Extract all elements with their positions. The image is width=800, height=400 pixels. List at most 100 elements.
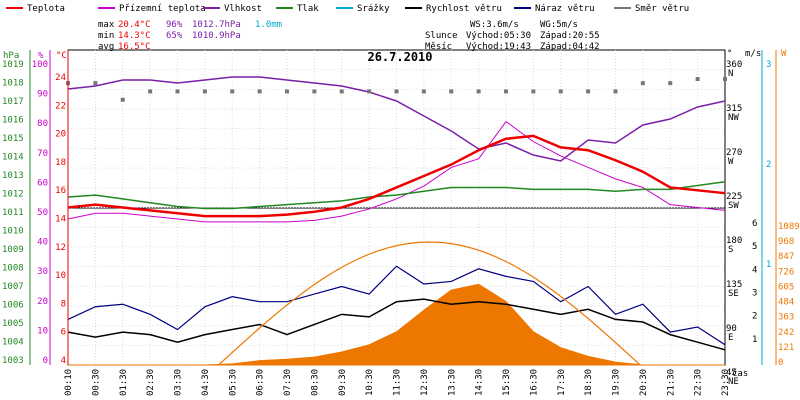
- time-tick: 11:30: [393, 369, 403, 396]
- humidity-tick: 100: [32, 60, 48, 70]
- solar-tick: 242: [778, 328, 794, 338]
- stat-label: max: [98, 20, 115, 30]
- wind-tick-lower: 2: [752, 312, 757, 322]
- pressure-tick: 1011: [2, 208, 24, 218]
- direction-tick-deg: 135: [726, 280, 742, 290]
- humidity-tick: 80: [37, 119, 48, 129]
- wind-direction-point: [421, 89, 426, 94]
- wind-direction-point: [558, 89, 563, 94]
- pressure-tick: 1010: [2, 227, 24, 237]
- solar-tick: 121: [778, 343, 794, 353]
- moonset: Západ:04:42: [540, 42, 600, 52]
- solar-area: [68, 283, 725, 366]
- stat-hum: 65%: [166, 31, 183, 41]
- direction-tick-deg: 180: [726, 236, 742, 246]
- solar-tick: 605: [778, 282, 794, 292]
- temperature-tick: 24: [55, 73, 66, 83]
- time-tick: 00:30: [91, 369, 101, 396]
- wind-gust-line: [67, 265, 726, 346]
- time-tick: 13:30: [447, 369, 457, 396]
- time-tick: 03:30: [174, 369, 184, 396]
- humidity-tick: 40: [37, 238, 48, 248]
- solar-tick: 363: [778, 313, 794, 323]
- wind-direction-point: [230, 89, 235, 94]
- time-tick: 01:30: [119, 369, 129, 396]
- humidity-tick: 90: [37, 90, 48, 100]
- legend-label: Srážky: [357, 4, 390, 14]
- stats-panel: max 20.4°C 96% 1012.7hPa 1.0mm min 14.3°C 65% 10…: [98, 20, 600, 52]
- temperature-tick: 22: [55, 101, 66, 111]
- solar-unit: W: [781, 49, 787, 59]
- upper-series: [67, 76, 726, 223]
- wind-direction-point: [449, 89, 454, 94]
- stat-temp: 20.4°C: [118, 20, 151, 30]
- direction-tick-card: SE: [728, 289, 739, 299]
- wind-direction-point: [120, 97, 125, 102]
- chart-title: 26.7.2010: [367, 50, 432, 64]
- legend: Teplota Přízemní teplota Vlhkost Tlak Srážky…: [6, 4, 689, 14]
- moonrise: Východ:19:43: [466, 42, 531, 52]
- humidity-unit: %: [38, 51, 44, 61]
- direction-tick-deg: 270: [726, 148, 742, 158]
- pressure-tick: 1013: [2, 171, 24, 181]
- legend-label: Tlak: [297, 4, 319, 14]
- stat-temp: 16.5°C: [118, 42, 151, 52]
- wind-direction-point: [586, 89, 591, 94]
- stat-press: 1010.9hPa: [192, 31, 241, 41]
- humidity-tick: 20: [37, 297, 48, 307]
- direction-tick-card: W: [728, 157, 734, 167]
- wind-direction-point: [202, 89, 207, 94]
- solar-tick: 0: [778, 358, 783, 368]
- pressure-tick: 1014: [2, 153, 24, 163]
- stat-label: avg: [98, 42, 114, 52]
- pressure-tick: 1012: [2, 190, 24, 200]
- wind-speed-line: [67, 298, 726, 351]
- pressure-tick: 1019: [2, 60, 24, 70]
- time-tick: 00:10: [64, 369, 74, 396]
- wind-direction-point: [531, 89, 536, 94]
- temperature-tick: 8: [61, 299, 66, 309]
- legend-label: Přízemní teplota: [119, 4, 206, 14]
- pressure-tick: 1015: [2, 134, 24, 144]
- time-tick: 09:30: [338, 369, 348, 396]
- time-tick: 18:30: [584, 369, 594, 396]
- lower-series: [66, 77, 727, 366]
- wind-gust-stat: WG:5m/s: [540, 20, 578, 30]
- temperature-tick: 16: [55, 186, 66, 196]
- direction-tick-card: N: [728, 69, 733, 79]
- pressure-tick: 1007: [2, 282, 24, 292]
- humidity-tick: 10: [37, 326, 48, 336]
- wind-direction-point: [175, 89, 180, 94]
- stat-press: 1012.7hPa: [192, 20, 241, 30]
- humidity-tick: 70: [37, 149, 48, 159]
- pressure-tick: 1005: [2, 319, 24, 329]
- direction-tick-deg: 315: [726, 104, 742, 114]
- axes: hPa% °C1019101810171016101510141013101210…: [2, 49, 800, 396]
- stat-hum: 96%: [166, 20, 183, 30]
- direction-unit: °: [727, 49, 732, 59]
- humidity-tick: 30: [37, 267, 48, 277]
- wind-tick-upper: 1: [766, 260, 771, 270]
- ground-temp-line: [67, 120, 726, 223]
- wind-direction-point: [339, 89, 344, 94]
- time-tick: 20:30: [639, 369, 649, 396]
- stat-label: min: [98, 31, 114, 41]
- pressure-tick: 1016: [2, 116, 24, 126]
- plot-grid: [67, 49, 726, 366]
- direction-tick-deg: 45: [726, 368, 737, 378]
- sunset: Západ:20:55: [540, 31, 600, 41]
- wind-tick-upper: 2: [766, 160, 771, 170]
- temperature-tick: 4: [61, 356, 66, 366]
- pressure-tick: 1009: [2, 245, 24, 255]
- temperature-tick: 18: [55, 158, 66, 168]
- temperature-tick: 20: [55, 130, 66, 140]
- pressure-tick: 1006: [2, 301, 24, 311]
- legend-label: Náraz větru: [535, 4, 595, 14]
- time-tick: 07:30: [283, 369, 293, 396]
- humidity-line: [67, 76, 726, 162]
- time-tick: 02:30: [146, 369, 156, 396]
- wind-tick-lower: 1: [752, 335, 757, 345]
- time-tick: 06:30: [256, 369, 266, 396]
- time-tick: 12:30: [420, 369, 430, 396]
- pressure-line: [67, 180, 726, 210]
